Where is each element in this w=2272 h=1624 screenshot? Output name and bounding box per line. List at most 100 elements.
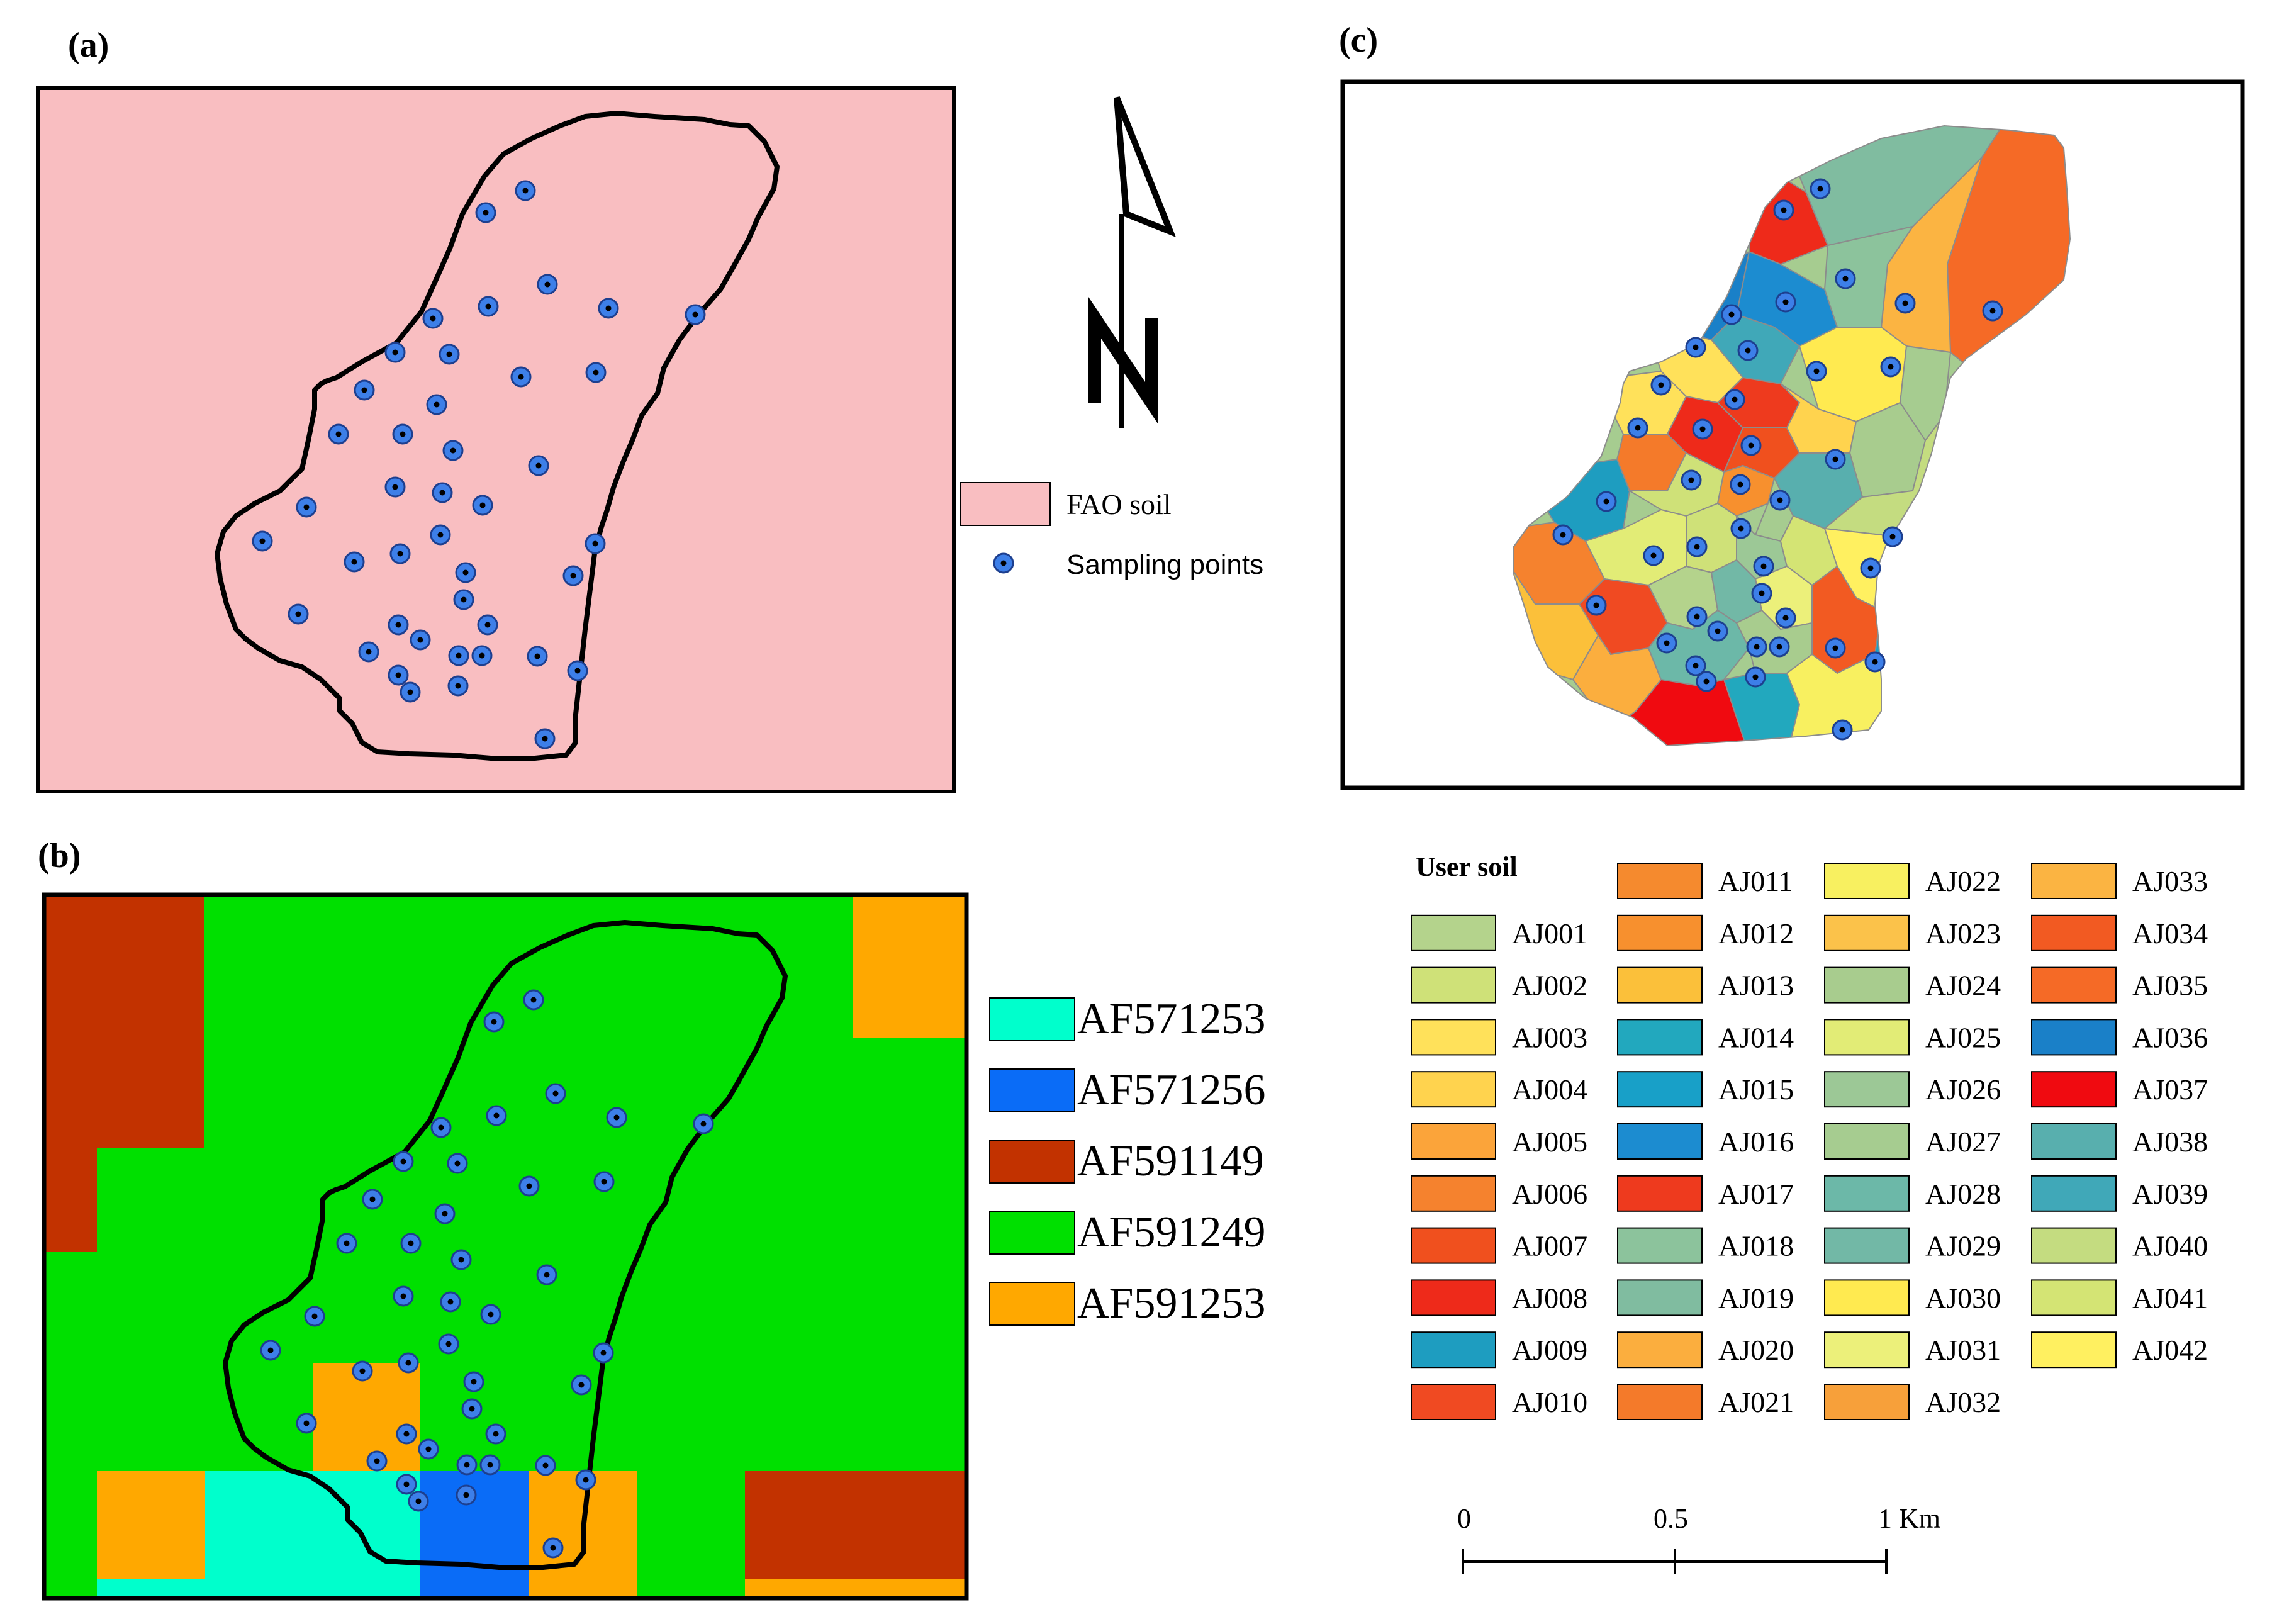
panel-label-a: (a): [68, 26, 109, 65]
legend-label-aj009: AJ009: [1512, 1334, 1587, 1366]
legend-label-aj033: AJ033: [2132, 865, 2208, 897]
legend-swatch-af591149: [989, 1140, 1075, 1184]
scale-label-0: 0: [1457, 1503, 1471, 1534]
legend-swatch-aj037: [2031, 1071, 2117, 1108]
scale-bar: 0 0.5 1 Km: [1457, 1503, 1940, 1574]
legend-swatch-aj005: [1411, 1123, 1496, 1160]
legend-label-aj025: AJ025: [1925, 1021, 2001, 1053]
legend-swatch-aj026: [1824, 1071, 1910, 1108]
legend-swatch-fao-soil: [960, 482, 1051, 526]
legend-label-aj005: AJ005: [1512, 1126, 1587, 1158]
soil-cell-af591253: [313, 1363, 420, 1471]
legend-label-aj006: AJ006: [1512, 1178, 1587, 1210]
legend-swatch-aj039: [2031, 1175, 2117, 1212]
legend-label-aj018: AJ018: [1718, 1230, 1794, 1262]
legend-swatch-aj041: [2031, 1279, 2117, 1316]
legend-swatch-af571253: [989, 997, 1075, 1041]
legend-label-aj002: AJ002: [1512, 970, 1587, 1002]
legend-swatch-aj029: [1824, 1227, 1910, 1264]
legend-swatch-aj038: [2031, 1123, 2117, 1160]
legend-swatch-aj040: [2031, 1227, 2117, 1264]
legend-label-aj031: AJ031: [1925, 1334, 2001, 1366]
soil-cell-af591149: [44, 1148, 97, 1252]
legend-swatch-af591253: [989, 1282, 1075, 1326]
legend-label-aj023: AJ023: [1925, 917, 2001, 949]
legend-swatch-aj022: [1824, 863, 1910, 899]
legend-swatch-aj035: [2031, 966, 2117, 1004]
legend-swatch-aj028: [1824, 1175, 1910, 1212]
legend-label-aj032: AJ032: [1925, 1386, 2001, 1418]
legend-label-aj007: AJ007: [1512, 1230, 1587, 1262]
legend-label-aj001: AJ001: [1512, 917, 1587, 949]
soil-cell-af571253: [205, 1471, 420, 1598]
legend-label-af591253: AF591253: [1077, 1279, 1265, 1328]
legend-swatch-aj016: [1617, 1123, 1703, 1160]
map-panel-a: [36, 86, 956, 793]
map-panel-c: [1340, 79, 2245, 790]
legend-label-aj027: AJ027: [1925, 1126, 2001, 1158]
legend-swatch-aj023: [1824, 914, 1910, 951]
legend-label-aj020: AJ020: [1718, 1334, 1794, 1366]
legend-label-aj029: AJ029: [1925, 1230, 2001, 1262]
legend-label-af571256: AF571256: [1077, 1066, 1265, 1114]
legend-label-aj035: AJ035: [2132, 970, 2208, 1002]
legend-label-aj008: AJ008: [1512, 1282, 1587, 1314]
legend-label-aj003: AJ003: [1512, 1021, 1587, 1053]
legend-swatch-aj008: [1411, 1279, 1496, 1316]
legend-swatch-aj033: [2031, 863, 2117, 899]
legend-label-sampling-points: Sampling points: [1066, 549, 1263, 580]
legend-label-aj019: AJ019: [1718, 1282, 1794, 1314]
legend-a: FAO soil Sampling points: [960, 482, 1263, 580]
legend-swatch-aj034: [2031, 914, 2117, 951]
map-frame-c: [1340, 79, 2245, 790]
map-frame-b: [42, 892, 969, 1601]
legend-sampling-point-icon: [993, 552, 1014, 574]
legend-label-aj024: AJ024: [1925, 970, 2001, 1002]
legend-swatch-aj003: [1411, 1019, 1496, 1056]
legend-label-aj036: AJ036: [2132, 1021, 2208, 1053]
legend-label-af591249: AF591249: [1077, 1208, 1265, 1257]
legend-swatch-aj002: [1411, 966, 1496, 1004]
legend-swatch-aj031: [1824, 1331, 1910, 1369]
legend-label-aj030: AJ030: [1925, 1282, 2001, 1314]
legend-label-aj039: AJ039: [2132, 1178, 2208, 1210]
legend-label-aj015: AJ015: [1718, 1073, 1794, 1106]
legend-c-title: User soil: [1416, 851, 1518, 882]
legend-label-aj017: AJ017: [1718, 1178, 1794, 1210]
legend-swatch-aj042: [2031, 1331, 2117, 1369]
legend-swatch-aj006: [1411, 1175, 1496, 1212]
legend-swatch-aj015: [1617, 1071, 1703, 1108]
legend-label-aj016: AJ016: [1718, 1126, 1794, 1158]
legend-swatch-af591249: [989, 1211, 1075, 1255]
legend-b: AF571253 AF571256 AF591149 AF591249 AF59…: [989, 995, 1265, 1328]
legend-label-aj040: AJ040: [2132, 1230, 2208, 1262]
panel-label-c: (c): [1339, 21, 1378, 60]
legend-swatch-aj032: [1824, 1384, 1910, 1420]
scale-label-0-5: 0.5: [1654, 1503, 1688, 1534]
scale-label-1-km: 1 Km: [1878, 1503, 1940, 1534]
legend-label-aj004: AJ004: [1512, 1073, 1587, 1106]
legend-swatch-aj030: [1824, 1279, 1910, 1316]
panel-label-b: (b): [38, 836, 81, 875]
map-panel-b: [42, 892, 969, 1601]
legend-swatch-aj014: [1617, 1019, 1703, 1056]
legend-swatch-aj017: [1617, 1175, 1703, 1212]
legend-label-aj010: AJ010: [1512, 1386, 1587, 1418]
soil-cell-af591149: [44, 895, 204, 1148]
watershed-boundary: [215, 111, 780, 761]
fao-soil-area: [38, 88, 954, 792]
legend-label-aj011: AJ011: [1718, 865, 1793, 897]
legend-swatch-aj007: [1411, 1227, 1496, 1264]
legend-label-aj021: AJ021: [1718, 1386, 1794, 1418]
legend-swatch-aj013: [1617, 966, 1703, 1004]
soil-cell-af591253: [853, 895, 966, 1038]
legend-label-af591149: AF591149: [1077, 1137, 1264, 1185]
legend-swatch-af571256: [989, 1068, 1075, 1112]
legend-label-aj022: AJ022: [1925, 865, 2001, 897]
watershed-boundary: [223, 920, 788, 1570]
map-frame-a: [36, 86, 956, 793]
legend-label-fao-soil: FAO soil: [1066, 488, 1172, 520]
legend-label-aj026: AJ026: [1925, 1073, 2001, 1106]
legend-label-aj012: AJ012: [1718, 917, 1794, 949]
